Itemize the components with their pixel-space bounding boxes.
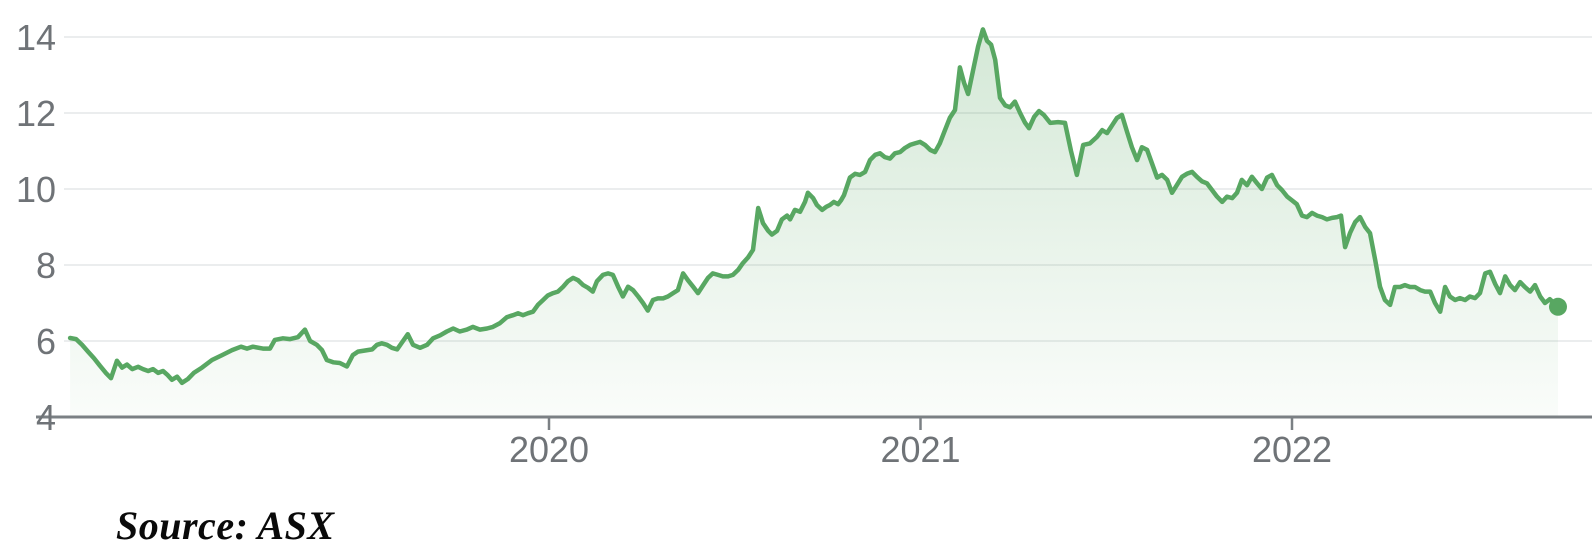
price-line bbox=[67, 27, 1561, 386]
price-chart-canvas[interactable]: 2020 2021 2022 14 12 10 8 6 4 bbox=[0, 0, 1596, 472]
y-axis-label-10: 10 bbox=[16, 169, 56, 210]
y-axis-label-6: 6 bbox=[36, 321, 56, 362]
y-axis-label-8: 8 bbox=[36, 245, 56, 286]
x-axis-label-2020: 2020 bbox=[509, 429, 589, 470]
y-axis-label-4: 4 bbox=[36, 397, 56, 438]
y-axis-label-12: 12 bbox=[16, 93, 56, 134]
price-area-fill bbox=[70, 29, 1559, 418]
source-note: Source: ASX bbox=[116, 503, 335, 548]
x-axis-label-2022: 2022 bbox=[1252, 429, 1332, 470]
y-axis-label-14: 14 bbox=[16, 17, 56, 58]
x-axis-label-2021: 2021 bbox=[880, 429, 960, 470]
last-price-dot bbox=[1548, 297, 1567, 316]
